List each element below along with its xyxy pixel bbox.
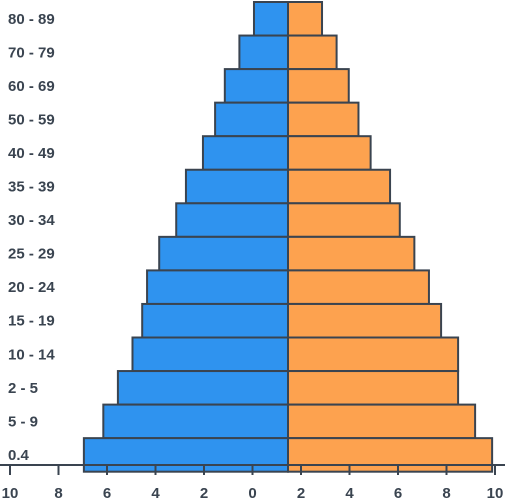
x-tick-label: 6 [103, 485, 111, 500]
x-axis: 10 8 6 4 2 0 2 4 6 8 10 [0, 464, 505, 500]
bar-left-12 [102, 403, 289, 440]
x-tick-label: 6 [394, 485, 402, 500]
bar-right-5 [287, 168, 392, 205]
y-tick-label: 80 - 89 [8, 11, 55, 28]
bar-right-7 [287, 235, 416, 272]
bar-left-0 [252, 1, 289, 37]
y-tick-label: 0.4 [8, 447, 30, 464]
bar-left-5 [184, 168, 289, 205]
bar-right-3 [287, 101, 360, 138]
bar-right-13 [287, 437, 494, 473]
y-tick-label: 40 - 49 [8, 145, 55, 162]
bars-group [82, 1, 494, 473]
y-tick-label: 20 - 24 [8, 279, 55, 296]
bar-left-9 [141, 302, 289, 339]
bar-right-8 [287, 269, 430, 305]
y-tick-label: 50 - 59 [8, 111, 55, 128]
y-tick-label: 70 - 79 [8, 44, 55, 61]
x-tick-label: 10 [487, 485, 504, 500]
y-tick-label: 60 - 69 [8, 78, 55, 95]
y-tick-label: 15 - 19 [8, 313, 55, 330]
x-tick-label: 0 [248, 485, 256, 500]
x-tick-label: 4 [151, 485, 160, 500]
bar-left-6 [175, 202, 289, 238]
bar-right-6 [287, 202, 401, 238]
bar-left-11 [116, 370, 290, 406]
y-tick-label: 10 - 14 [8, 346, 55, 363]
bar-left-2 [223, 68, 290, 104]
bar-left-7 [158, 235, 289, 272]
bar-right-11 [287, 370, 460, 406]
bar-left-8 [146, 269, 289, 305]
x-tick-label: 4 [345, 485, 354, 500]
x-tick-label: 2 [200, 485, 208, 500]
bar-right-12 [287, 403, 477, 440]
bar-left-1 [238, 34, 289, 71]
bar-right-10 [287, 336, 460, 373]
bar-right-4 [287, 135, 372, 171]
y-tick-label: 5 - 9 [8, 413, 38, 430]
y-axis-labels: 80 - 89 70 - 79 60 - 69 50 - 59 40 - 49 35 - … [8, 11, 55, 464]
y-tick-label: 2 - 5 [8, 380, 38, 397]
x-tick-label: 8 [442, 485, 450, 500]
bar-right-9 [287, 302, 443, 339]
x-tick-label: 2 [297, 485, 305, 500]
y-tick-label: 25 - 29 [8, 246, 55, 263]
bar-right-2 [287, 68, 350, 104]
bar-left-3 [214, 101, 290, 138]
y-tick-label: 30 - 34 [8, 212, 55, 229]
bar-right-0 [287, 1, 324, 37]
bar-left-10 [131, 336, 289, 373]
bar-left-13 [82, 437, 289, 473]
y-tick-label: 35 - 39 [8, 179, 55, 196]
bar-left-4 [201, 135, 289, 171]
x-tick-label: 8 [54, 485, 62, 500]
bar-right-1 [287, 34, 338, 71]
x-tick-label: 10 [2, 485, 19, 500]
